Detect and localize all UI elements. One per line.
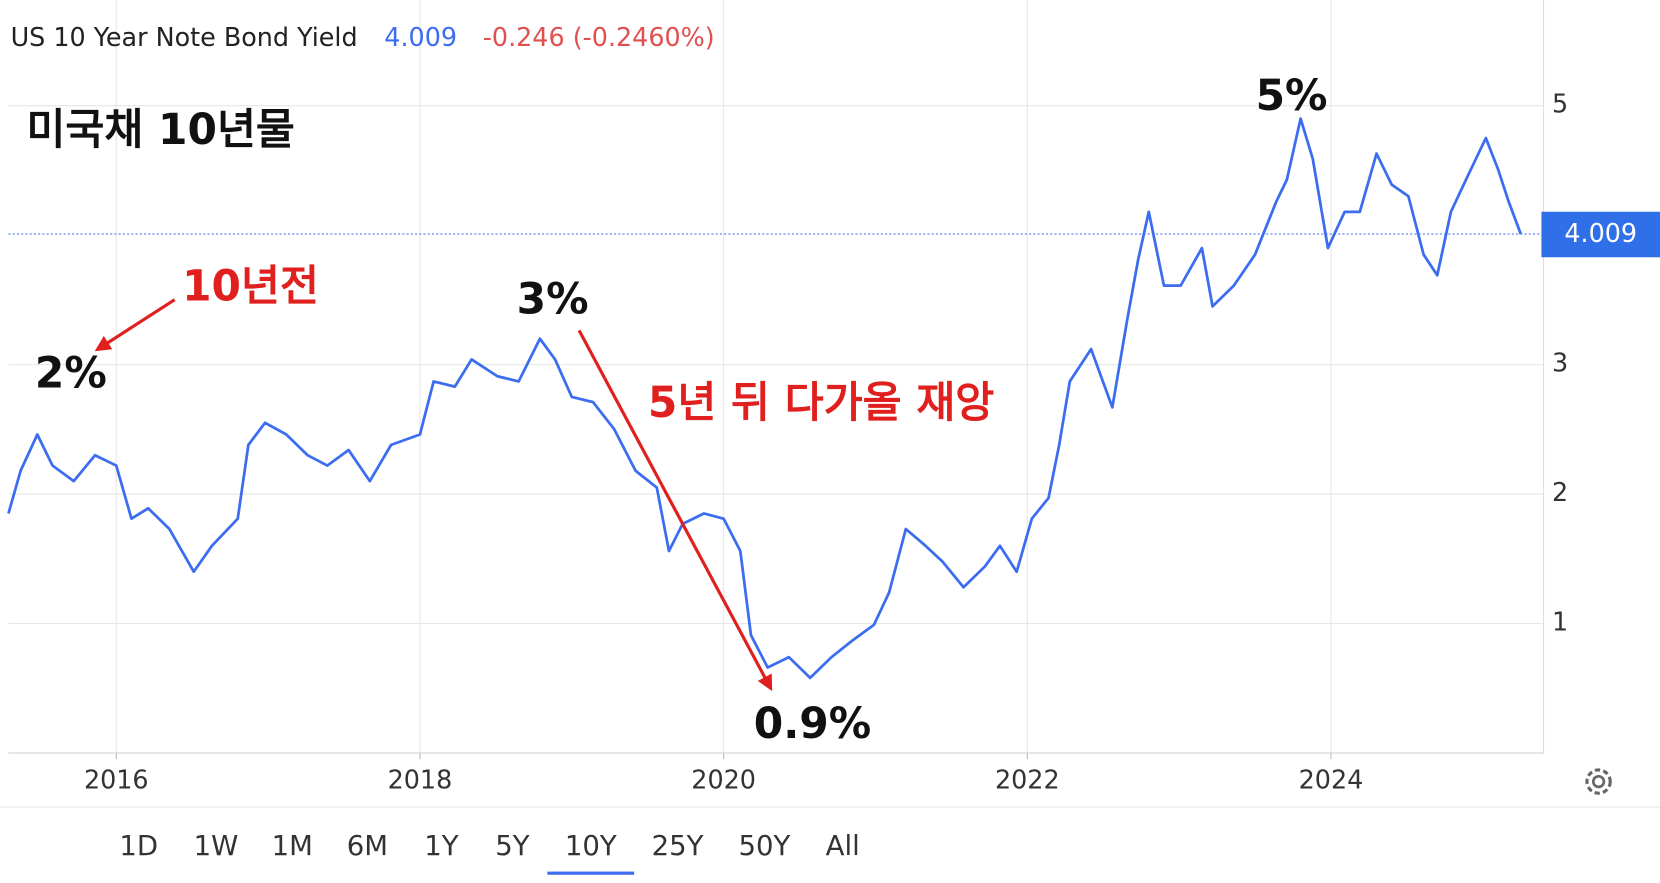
annotation: 3% <box>517 274 589 323</box>
x-tick-label: 2022 <box>995 765 1060 795</box>
annotation: 미국채 10년물 <box>26 105 294 154</box>
annotation: 10년전 <box>182 262 319 311</box>
range-button[interactable]: 50Y <box>738 830 790 862</box>
range-button[interactable]: 5Y <box>495 830 530 862</box>
last-value-label: 4.009 <box>1564 218 1637 248</box>
last-value-badge <box>1541 211 1660 258</box>
annotation: 5년 뒤 다가올 재앙 <box>648 378 994 427</box>
arrow <box>577 329 773 692</box>
settings-icon[interactable] <box>1585 768 1612 795</box>
annotation: 5% <box>1256 71 1328 120</box>
y-tick-label: 5 <box>1552 89 1568 119</box>
arrow <box>94 298 176 352</box>
x-tick-label: 2024 <box>1299 765 1364 795</box>
annotation: 2% <box>35 348 107 397</box>
annotation: 0.9% <box>754 699 871 748</box>
range-button[interactable]: 1D <box>119 830 158 862</box>
range-button[interactable]: All <box>826 830 860 862</box>
range-button[interactable]: 25Y <box>652 830 704 862</box>
range-button[interactable]: 6M <box>347 830 388 862</box>
y-tick-label: 1 <box>1552 607 1568 637</box>
line-series <box>7 117 1523 680</box>
active-underline <box>547 871 635 875</box>
x-tick-label: 2020 <box>691 765 756 795</box>
range-button[interactable]: 10Y <box>565 830 617 862</box>
change: -0.246 (-0.2460%) <box>483 22 715 52</box>
y-tick-label: 2 <box>1552 477 1568 507</box>
range-button[interactable]: 1Y <box>424 830 459 862</box>
plot <box>7 117 1544 680</box>
range-button[interactable]: 1W <box>194 830 239 862</box>
range-button[interactable]: 1M <box>272 830 313 862</box>
x-tick-label: 2016 <box>84 765 149 795</box>
labels: 1 2 3 5 2016 2018 2020 2022 2024 4.009 미국채 10년물 10년… <box>26 71 1660 795</box>
last-value: 4.009 <box>384 22 457 52</box>
chart-title: US 10 Year Note Bond Yield <box>11 22 358 52</box>
y-tick-label: 3 <box>1552 348 1568 378</box>
x-tick-label: 2018 <box>388 765 453 795</box>
grid <box>8 0 1544 760</box>
